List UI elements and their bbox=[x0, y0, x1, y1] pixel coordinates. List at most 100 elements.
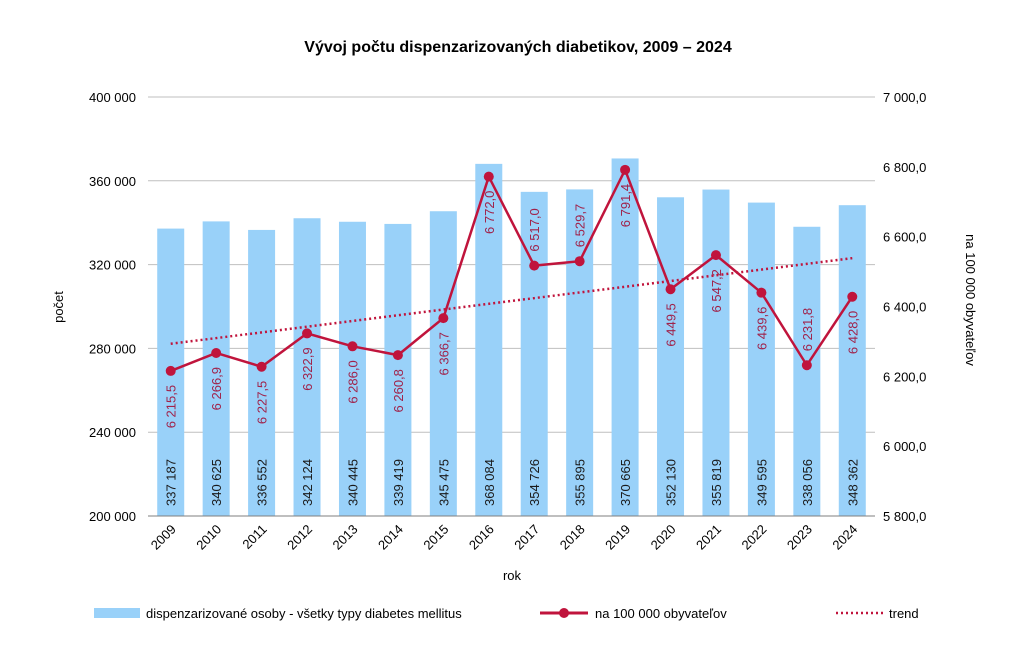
x-axis-title: rok bbox=[503, 568, 522, 583]
bar bbox=[611, 158, 639, 516]
bar-value-label: 340 625 bbox=[209, 459, 224, 506]
bar-value-label: 342 124 bbox=[300, 459, 315, 506]
bar bbox=[202, 221, 230, 516]
bar bbox=[838, 205, 866, 516]
line-point bbox=[529, 260, 540, 271]
y-tick-label: 200 000 bbox=[89, 509, 136, 524]
y2-tick-label: 7 000,0 bbox=[883, 90, 926, 105]
legend-line-label: na 100 000 obyvateľov bbox=[595, 606, 727, 621]
line-value-label: 6 231,8 bbox=[800, 308, 815, 351]
bar-value-label: 355 819 bbox=[709, 459, 724, 506]
line-value-label: 6 266,9 bbox=[209, 367, 224, 410]
y-tick-label: 400 000 bbox=[89, 90, 136, 105]
x-tick-label: 2019 bbox=[602, 522, 633, 553]
y-tick-label: 240 000 bbox=[89, 425, 136, 440]
line-value-label: 6 791,4 bbox=[618, 184, 633, 227]
line-point bbox=[756, 287, 767, 298]
bar bbox=[747, 202, 775, 516]
bar-value-label: 368 084 bbox=[482, 459, 497, 506]
bar-value-label: 338 056 bbox=[800, 459, 815, 506]
x-tick-label: 2022 bbox=[738, 522, 769, 553]
x-tick-label: 2020 bbox=[648, 522, 679, 553]
y-axis-title: počet bbox=[51, 291, 66, 323]
line-value-label: 6 547,2 bbox=[709, 269, 724, 312]
line-point bbox=[483, 171, 494, 182]
line-value-label: 6 449,5 bbox=[664, 303, 679, 346]
y2-axis-title: na 100 000 obyvateľov bbox=[963, 234, 978, 366]
bar bbox=[793, 226, 821, 516]
line-value-label: 6 227,5 bbox=[255, 381, 270, 424]
x-tick-label: 2011 bbox=[239, 522, 269, 552]
bar bbox=[293, 218, 321, 516]
bar bbox=[248, 229, 276, 516]
y2-tick-label: 6 400,0 bbox=[883, 300, 926, 315]
line-point bbox=[438, 313, 449, 324]
legend-bar-swatch bbox=[94, 608, 140, 618]
line-value-label: 6 322,9 bbox=[300, 347, 315, 390]
bar bbox=[429, 211, 457, 517]
y2-tick-label: 6 200,0 bbox=[883, 369, 926, 384]
line-point bbox=[392, 350, 403, 361]
line-point bbox=[165, 365, 176, 376]
line-point bbox=[801, 360, 812, 371]
line-value-label: 6 529,7 bbox=[573, 204, 588, 247]
line-value-label: 6 215,5 bbox=[164, 385, 179, 428]
chart-title: Vývoj počtu dispenzarizovaných diabetiko… bbox=[304, 39, 732, 56]
bars bbox=[157, 158, 866, 517]
line-series bbox=[165, 164, 858, 376]
bar-value-label: 352 130 bbox=[664, 459, 679, 506]
x-tick-label: 2017 bbox=[511, 522, 542, 553]
legend-trend-label: trend bbox=[889, 606, 919, 621]
line-value-label: 6 772,0 bbox=[482, 191, 497, 234]
y-tick-label: 280 000 bbox=[89, 341, 136, 356]
legend-line-marker bbox=[559, 608, 569, 618]
bar-value-label: 355 895 bbox=[573, 459, 588, 506]
y-tick-label: 360 000 bbox=[89, 174, 136, 189]
y2-tick-label: 6 000,0 bbox=[883, 439, 926, 454]
y2-tick-label: 5 800,0 bbox=[883, 509, 926, 524]
line-point bbox=[302, 328, 313, 339]
line-value-label: 6 366,7 bbox=[436, 332, 451, 375]
x-tick-label: 2018 bbox=[557, 522, 588, 553]
bar-value-label: 348 362 bbox=[845, 459, 860, 506]
line-path bbox=[170, 166, 854, 373]
line-point bbox=[710, 250, 721, 261]
x-tick-label: 2021 bbox=[693, 522, 724, 553]
legend-bar-label: dispenzarizované osoby - všetky typy dia… bbox=[146, 606, 462, 621]
x-tick-label: 2010 bbox=[193, 522, 224, 553]
x-tick-label: 2014 bbox=[375, 522, 406, 553]
line-value-label: 6 428,0 bbox=[845, 311, 860, 354]
x-tick-label: 2012 bbox=[284, 522, 315, 553]
line-point bbox=[847, 291, 858, 302]
bar-value-label: 370 665 bbox=[618, 459, 633, 506]
line-point bbox=[620, 164, 631, 175]
bar bbox=[657, 197, 685, 516]
x-tick-label: 2024 bbox=[829, 522, 860, 553]
bar-value-label: 336 552 bbox=[255, 459, 270, 506]
line-value-label: 6 517,0 bbox=[527, 208, 542, 251]
bar-value-label: 345 475 bbox=[436, 459, 451, 506]
bar bbox=[338, 221, 366, 516]
data-labels: 337 187 340 625 336 552 342 124 340 445 339 4… bbox=[164, 184, 861, 506]
bar bbox=[384, 223, 412, 517]
line-point bbox=[256, 361, 267, 372]
line-value-label: 6 286,0 bbox=[345, 360, 360, 403]
bar bbox=[475, 163, 503, 516]
bar-value-label: 354 726 bbox=[527, 459, 542, 506]
line-point bbox=[211, 347, 222, 358]
x-tick-label: 2013 bbox=[330, 522, 361, 553]
line-point bbox=[347, 341, 358, 352]
x-tick-label: 2015 bbox=[420, 522, 451, 553]
y2-tick-label: 6 600,0 bbox=[883, 230, 926, 245]
bar bbox=[702, 189, 730, 516]
y-tick-label: 320 000 bbox=[89, 258, 136, 273]
x-tick-label: 2009 bbox=[148, 522, 179, 553]
bar-value-label: 337 187 bbox=[164, 459, 179, 506]
line-point bbox=[665, 284, 676, 295]
bar-value-label: 349 595 bbox=[754, 459, 769, 506]
line-value-label: 6 260,8 bbox=[391, 369, 406, 412]
line-point bbox=[574, 256, 585, 267]
bar-value-label: 340 445 bbox=[345, 459, 360, 506]
y2-tick-label: 6 800,0 bbox=[883, 160, 926, 175]
